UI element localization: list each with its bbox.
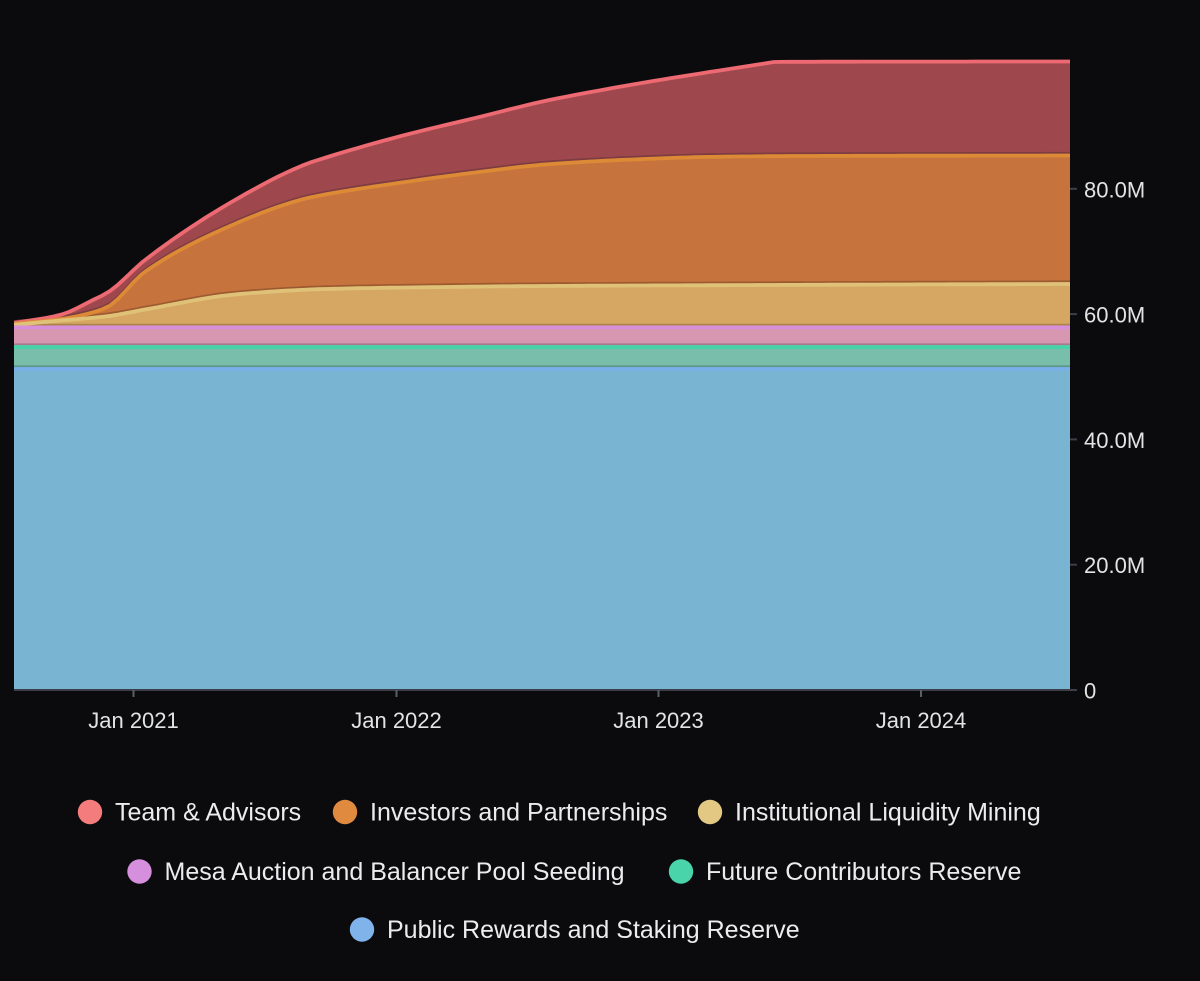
- svg-text:Jan 2021: Jan 2021: [88, 708, 179, 733]
- svg-text:Investors and Partnerships: Investors and Partnerships: [370, 799, 667, 827]
- svg-text:Institutional Liquidity Mining: Institutional Liquidity Mining: [735, 799, 1041, 827]
- svg-text:Team & Advisors: Team & Advisors: [115, 799, 301, 827]
- svg-text:20.0M: 20.0M: [1084, 553, 1145, 578]
- svg-text:0: 0: [1084, 679, 1096, 704]
- svg-text:80.0M: 80.0M: [1084, 177, 1145, 202]
- svg-text:Public Rewards and Staking Res: Public Rewards and Staking Reserve: [387, 916, 800, 944]
- svg-text:Mesa Auction and Balancer Pool: Mesa Auction and Balancer Pool Seeding: [165, 858, 625, 886]
- svg-text:Jan 2022: Jan 2022: [351, 708, 442, 733]
- svg-text:60.0M: 60.0M: [1084, 303, 1145, 328]
- svg-text:Future Contributors Reserve: Future Contributors Reserve: [706, 858, 1021, 886]
- svg-text:Jan 2024: Jan 2024: [876, 708, 967, 733]
- svg-text:Jan 2023: Jan 2023: [613, 708, 704, 733]
- svg-text:40.0M: 40.0M: [1084, 428, 1145, 453]
